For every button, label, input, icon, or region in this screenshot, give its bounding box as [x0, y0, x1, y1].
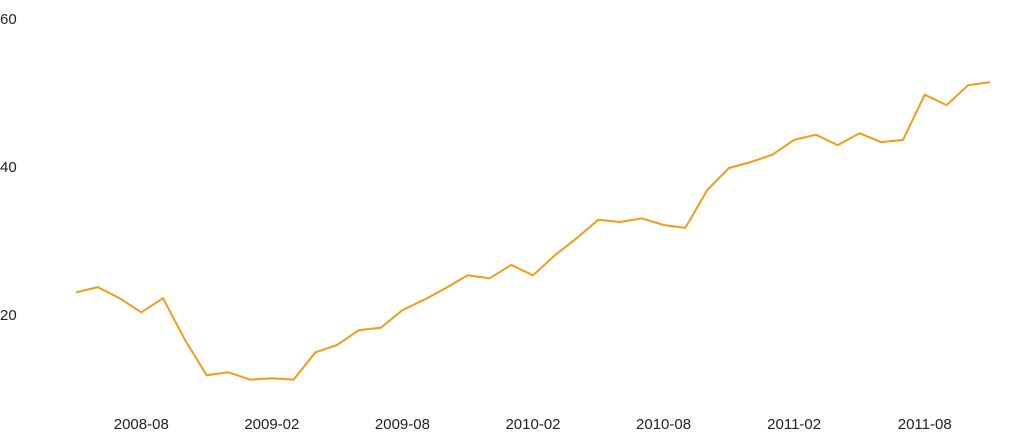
x-tick-label: 2008-08	[114, 416, 169, 432]
line	[75, 81, 991, 381]
x-tick-label: 2009-02	[244, 416, 299, 432]
y-tick-label: 20	[0, 307, 17, 324]
x-tick-label: 2010-02	[505, 416, 560, 432]
x-tick-label: 2010-08	[636, 416, 691, 432]
x-tick-label: 2011-08	[898, 416, 952, 432]
y-tick-label: 40	[0, 159, 17, 176]
x-tick-label: 2009-08	[375, 416, 430, 432]
x-tick-label: 2011-02	[767, 416, 821, 432]
y-tick-label: 60	[0, 11, 17, 28]
